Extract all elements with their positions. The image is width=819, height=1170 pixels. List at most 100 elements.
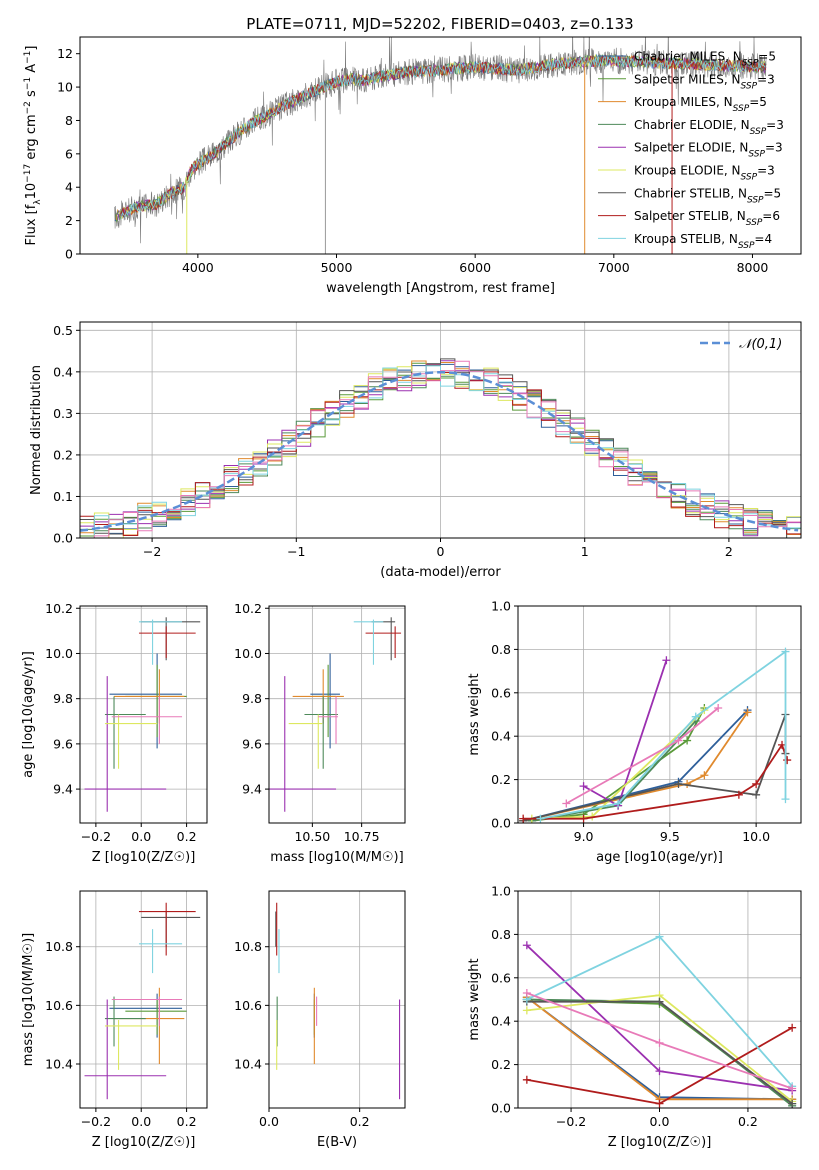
residual-histogram	[80, 358, 801, 538]
x-tick-label: 9.0	[574, 829, 594, 844]
legend-nssp: =5	[749, 95, 767, 109]
y-label-part: s	[24, 90, 39, 101]
legend-model-name: Chabrier MILES, N	[634, 50, 742, 64]
x-tick-label: 0.0	[259, 1114, 279, 1129]
x-axis-label: age [log10(age/yr)]	[596, 850, 723, 865]
x-axis-label: (data-model)/error	[380, 565, 501, 580]
legend-nssp: =3	[765, 141, 783, 155]
legend-model-name: Salpeter MILES, N	[634, 72, 741, 86]
x-axis-label: Z [log10(Z/Z☉)]	[92, 1135, 196, 1150]
y-tick-label: 10.4	[234, 1057, 262, 1072]
y-tick-label: 10.8	[45, 939, 73, 954]
weight-marker	[536, 814, 545, 823]
x-tick-label: 8000	[737, 260, 769, 275]
weight-marker	[562, 799, 571, 808]
weight-marker	[674, 779, 683, 788]
plot-area	[269, 617, 402, 812]
y-tick-label: 1.0	[491, 599, 511, 614]
x-tick-label: 2	[725, 544, 733, 559]
legend-subscript: SSP	[748, 150, 765, 160]
legend-model-name: Kroupa ELODIE, N	[634, 164, 741, 178]
x-tick-label: 0.2	[177, 1114, 197, 1129]
weight-marker	[522, 988, 531, 997]
x-tick-label: 0	[437, 544, 445, 559]
y-tick-label: 9.8	[53, 691, 73, 706]
x-tick-label: 10.75	[344, 829, 380, 844]
weight-line	[523, 742, 789, 820]
y-tick-label: 0.0	[491, 1101, 511, 1116]
legend-nssp: =5	[764, 186, 782, 200]
plot-area	[84, 617, 201, 812]
y-tick-label: 9.8	[242, 691, 262, 706]
y-tick-label: 9.4	[53, 782, 73, 797]
model-spectrum-line	[120, 54, 766, 220]
weight-marker	[783, 756, 792, 765]
y-tick-label: 0.2	[491, 1057, 511, 1072]
legend-label: Chabrier MILES, NSSP=5	[634, 50, 776, 69]
axes-frame	[268, 605, 406, 824]
x-tick-label: −0.2	[556, 1114, 586, 1129]
y-tick-label: 0.2	[491, 772, 511, 787]
legend-model-name: Salpeter ELODIE, N	[634, 141, 748, 155]
y-tick-label: 10.8	[234, 939, 262, 954]
y-tick-label: 10.2	[45, 601, 73, 616]
legend-subscript: SSP	[741, 173, 758, 183]
y-label-part: Flux [f	[24, 204, 39, 245]
weight-marker	[788, 1084, 797, 1093]
weight-marker	[655, 1038, 664, 1047]
weight-marker	[691, 712, 700, 721]
y-axis-label: Flux [fλ10−17 erg cm−2 s−1 A−1]	[23, 46, 43, 246]
plot-area	[275, 902, 401, 1100]
weight-marker	[522, 941, 531, 950]
residuals-panel: −2 −1 0 1 2 0.0 0.1 0.2 0.3 0.4 0.5 (data-model)/er…	[29, 321, 802, 580]
weight-marker	[579, 782, 588, 791]
legend-subscript: SSP	[742, 59, 759, 69]
weight-marker	[683, 736, 692, 745]
legend-label: Salpeter ELODIE, NSSP=3	[634, 141, 783, 160]
legend-subscript: SSP	[750, 127, 767, 137]
weight-line	[583, 660, 668, 807]
x-tick-label: −0.2	[81, 1114, 111, 1129]
x-tick-label: 0.2	[738, 1114, 758, 1129]
weight-marker	[788, 1099, 797, 1108]
legend-nssp: =3	[757, 164, 775, 178]
y-tick-label: 8	[65, 113, 73, 128]
legend-subscript: SSP	[741, 81, 758, 91]
spectrum-panel: 4000 5000 6000 7000 8000 0 2 4 6 8 10 12 wavelength …	[23, 36, 802, 296]
y-tick-label: 1.0	[491, 884, 511, 899]
y-label-part: −2	[23, 101, 33, 114]
legend-nssp: =6	[762, 209, 780, 223]
y-axis-label: mass weight	[467, 673, 482, 755]
plot-area	[519, 647, 792, 823]
y-tick-label: 0.6	[491, 685, 511, 700]
y-label-part: −17	[23, 164, 33, 183]
y-tick-label: 0.8	[491, 927, 511, 942]
y-label-part: erg cm	[24, 114, 39, 163]
legend-label: Kroupa ELODIE, NSSP=3	[634, 164, 775, 183]
y-tick-label: 0.6	[491, 970, 511, 985]
x-tick-label: 10.0	[742, 829, 770, 844]
x-tick-label: 7000	[598, 260, 630, 275]
axes-frame	[517, 605, 802, 824]
mass-vs-ebv-panel: 0.0 0.2 10.4 10.6 10.8 E(B-V)	[234, 890, 406, 1150]
y-label-part: λ	[33, 199, 43, 205]
residual-histogram	[80, 360, 801, 538]
y-label-part: −1	[23, 51, 33, 64]
y-tick-label: 12	[57, 46, 73, 61]
y-tick-label: 6	[65, 146, 73, 161]
y-axis-label: mass [log10(M/M☉)]	[21, 933, 36, 1066]
x-tick-label: 10.50	[294, 829, 330, 844]
weight-marker	[752, 779, 761, 788]
massweight-vs-Z-panel: −0.2 0.0 0.2 0.0 0.2 0.4 0.6 0.8 1.0 Z [log10(Z/Z…	[467, 884, 802, 1150]
y-tick-label: 2	[65, 213, 73, 228]
x-axis-label: Z [log10(Z/Z☉)]	[608, 1135, 712, 1150]
y-tick-label: 0.0	[491, 816, 511, 831]
legend-label: Kroupa STELIB, NSSP=4	[634, 232, 772, 251]
legend-nssp: =5	[758, 50, 776, 64]
x-tick-label: 9.5	[660, 829, 680, 844]
weight-marker	[522, 1006, 531, 1015]
weight-marker	[614, 799, 623, 808]
legend-nssp: =3	[757, 72, 775, 86]
mass-vs-Z-panel: −0.2 0.0 0.2 10.4 10.6 10.8 Z [log10(Z/Z☉)] mas…	[21, 890, 208, 1150]
